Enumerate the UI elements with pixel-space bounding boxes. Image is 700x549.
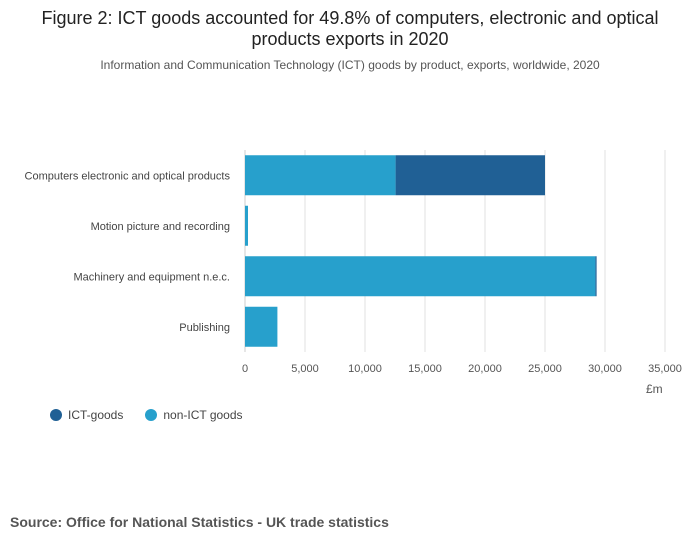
legend: ICT-goods non-ICT goods — [50, 408, 243, 422]
bar-non-ict-3 — [245, 306, 278, 347]
bar-non-ict-2 — [245, 256, 596, 297]
x-tick-label-3: 15,000 — [408, 363, 442, 375]
category-label-2: Machinery and equipment n.e.c. — [73, 271, 230, 283]
legend-item-ict[interactable]: ICT-goods — [50, 408, 123, 422]
x-tick-label-1: 5,000 — [291, 363, 319, 375]
x-tick-label-7: 35,000 — [648, 363, 682, 375]
category-label-1: Motion picture and recording — [91, 221, 230, 233]
category-label-0: Computers electronic and optical product… — [25, 170, 231, 182]
bar-ict-2 — [595, 256, 597, 297]
legend-label-ict: ICT-goods — [68, 408, 124, 422]
category-label-3: Publishing — [179, 322, 230, 334]
x-tick-label-2: 10,000 — [348, 363, 382, 375]
bar-non-ict-0 — [245, 155, 396, 196]
legend-marker-ict — [50, 409, 62, 421]
chart-title: Figure 2: ICT goods accounted for 49.8% … — [41, 8, 659, 49]
x-tick-label-5: 25,000 — [528, 363, 562, 375]
x-tick-label-0: 0 — [242, 363, 248, 375]
x-axis-unit-label: £m — [646, 382, 663, 396]
chart-subtitle: Information and Communication Technology… — [100, 58, 600, 72]
source-note: Source: Office for National Statistics -… — [10, 514, 389, 530]
legend-label-non-ict: non-ICT goods — [163, 408, 243, 422]
legend-item-non-ict[interactable]: non-ICT goods — [145, 408, 243, 422]
x-tick-label-6: 30,000 — [588, 363, 622, 375]
bar-ict-0 — [395, 155, 545, 196]
x-tick-label-4: 20,000 — [468, 363, 502, 375]
legend-marker-non-ict — [145, 409, 158, 421]
bar-non-ict-1 — [245, 205, 248, 246]
